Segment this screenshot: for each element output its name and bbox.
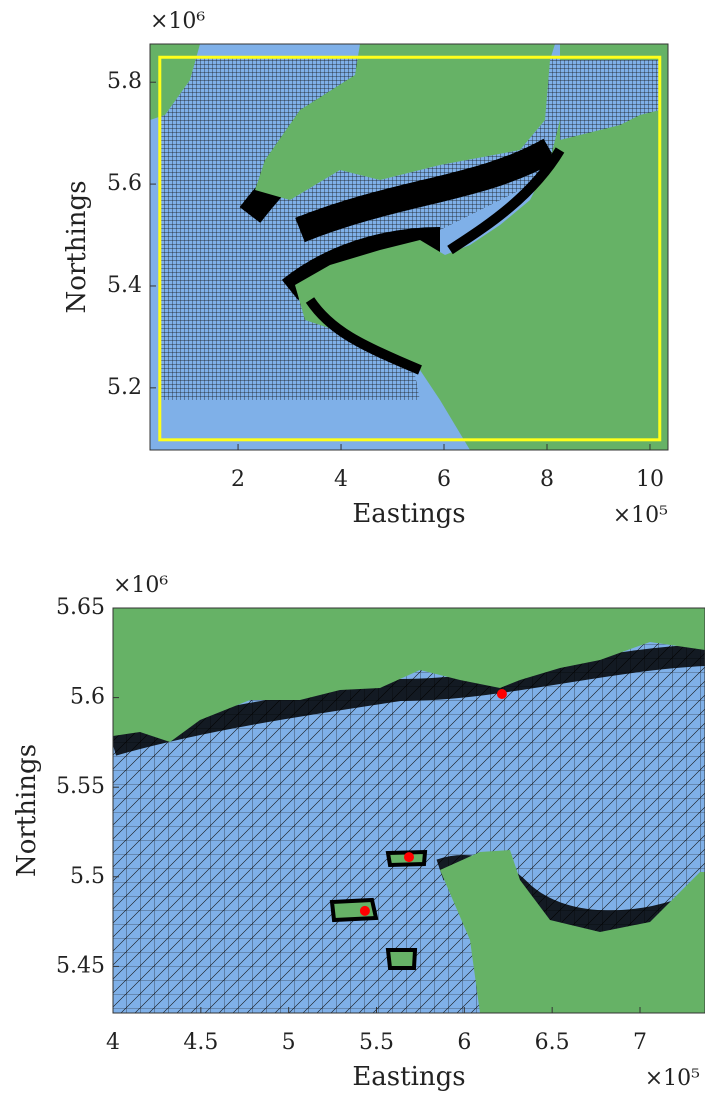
map-top [150, 44, 668, 450]
x-tick-label: 4 [334, 467, 348, 492]
x-multiplier: ×10⁵ [613, 503, 668, 528]
page: {"chart_data": [ {"type": "map", "x_labe… [0, 0, 705, 1093]
x-tick-label: 4.5 [183, 1030, 218, 1055]
point [497, 689, 507, 699]
x-tick-label: 6 [457, 1030, 471, 1055]
x-axis-label: Eastings [352, 1062, 465, 1092]
x-tick-label: 6.5 [535, 1030, 570, 1055]
figure: 2 4 6 8 10 5.2 5.4 5.6 5.8 Eastings Northings ×10⁶ ×… [0, 0, 705, 1093]
map-bottom [113, 608, 705, 1013]
y-axis-label: Northings [12, 744, 42, 877]
y-tick-label: 5.2 [107, 375, 142, 400]
x-tick-label: 6 [437, 467, 451, 492]
x-multiplier: ×10⁵ [645, 1066, 700, 1091]
y-tick-label: 5.6 [107, 171, 142, 196]
y-tick-label: 5.5 [70, 864, 105, 889]
x-tick-label: 10 [636, 467, 664, 492]
x-tick-label: 5 [282, 1030, 296, 1055]
y-axis-label: Northings [62, 180, 92, 313]
x-tick-label: 8 [540, 467, 554, 492]
y-tick-label: 5.55 [56, 774, 105, 799]
x-tick-label: 2 [231, 467, 245, 492]
point [404, 852, 414, 862]
x-axis-label: Eastings [352, 499, 465, 529]
x-tick-label: 7 [633, 1030, 647, 1055]
y-tick-label: 5.45 [56, 953, 105, 978]
y-tick-label: 5.6 [70, 685, 105, 710]
y-multiplier: ×10⁶ [150, 9, 205, 34]
y-multiplier: ×10⁶ [113, 573, 168, 598]
y-tick-label: 5.4 [107, 273, 142, 298]
point [360, 906, 370, 916]
y-tick-label: 5.65 [56, 595, 105, 620]
x-tick-label: 5.5 [359, 1030, 394, 1055]
y-tick-label: 5.8 [107, 69, 142, 94]
x-tick-label: 4 [106, 1030, 120, 1055]
